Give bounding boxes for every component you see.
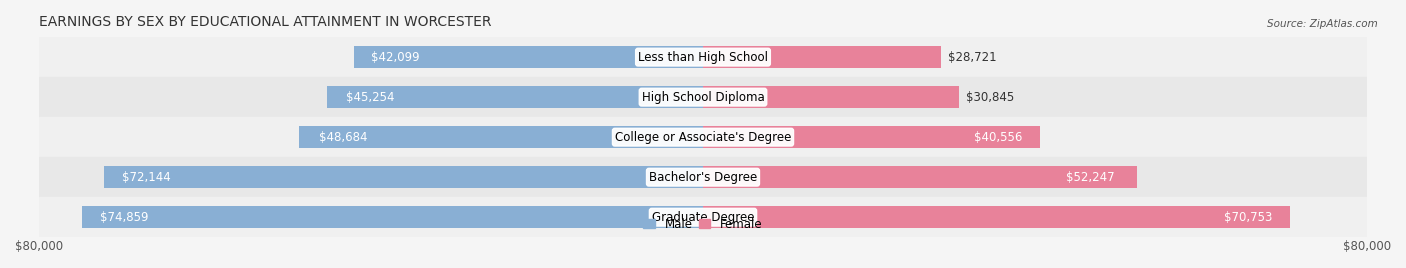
Text: $30,845: $30,845 [966, 91, 1014, 104]
Bar [39, 77, 1367, 117]
Text: $52,247: $52,247 [1066, 171, 1115, 184]
Bar [703, 46, 942, 68]
Text: $28,721: $28,721 [948, 51, 997, 64]
Text: $70,753: $70,753 [1225, 211, 1272, 224]
Bar [39, 157, 1367, 197]
Text: $42,099: $42,099 [371, 51, 420, 64]
Bar [299, 126, 703, 148]
Text: Bachelor's Degree: Bachelor's Degree [650, 171, 756, 184]
Text: EARNINGS BY SEX BY EDUCATIONAL ATTAINMENT IN WORCESTER: EARNINGS BY SEX BY EDUCATIONAL ATTAINMEN… [39, 15, 492, 29]
Legend: Male, Female: Male, Female [638, 213, 768, 235]
Bar [703, 166, 1136, 188]
Text: $74,859: $74,859 [100, 211, 149, 224]
Bar [39, 117, 1367, 157]
Text: Source: ZipAtlas.com: Source: ZipAtlas.com [1267, 19, 1378, 29]
Text: College or Associate's Degree: College or Associate's Degree [614, 131, 792, 144]
Text: $48,684: $48,684 [319, 131, 367, 144]
Bar [703, 86, 959, 108]
Bar [39, 37, 1367, 77]
Bar [354, 46, 703, 68]
Bar [39, 197, 1367, 237]
Text: High School Diploma: High School Diploma [641, 91, 765, 104]
Text: $45,254: $45,254 [346, 91, 395, 104]
Text: Less than High School: Less than High School [638, 51, 768, 64]
Text: $72,144: $72,144 [122, 171, 172, 184]
Text: $40,556: $40,556 [974, 131, 1022, 144]
Bar [703, 126, 1039, 148]
Bar [82, 206, 703, 228]
Bar [328, 86, 703, 108]
Bar [104, 166, 703, 188]
Text: Graduate Degree: Graduate Degree [652, 211, 754, 224]
Bar [703, 206, 1291, 228]
